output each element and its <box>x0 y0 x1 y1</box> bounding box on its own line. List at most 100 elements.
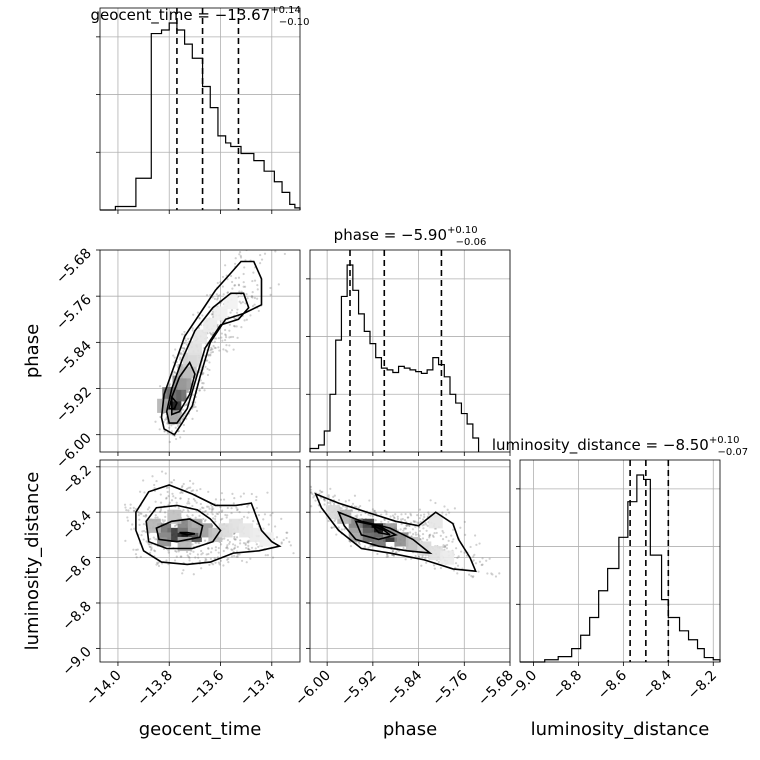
density-cell <box>187 341 202 356</box>
scatter-point <box>192 482 195 485</box>
scatter-point <box>148 545 151 548</box>
scatter-point <box>180 555 183 558</box>
scatter-point <box>204 560 207 563</box>
scatter-point <box>323 499 326 502</box>
scatter-point <box>383 518 386 521</box>
scatter-point <box>444 544 447 547</box>
scatter-point <box>419 538 422 541</box>
x-tick-label-phase: −5.84 <box>384 667 426 709</box>
scatter-point <box>405 524 408 527</box>
scatter-point <box>144 515 147 518</box>
scatter-point <box>209 557 212 561</box>
scatter-point <box>189 486 192 489</box>
scatter-point <box>256 284 259 287</box>
scatter-point <box>233 497 236 500</box>
scatter-point <box>409 557 413 560</box>
scatter-point <box>217 561 221 564</box>
scatter-point <box>233 554 236 558</box>
scatter-point <box>280 541 283 544</box>
scatter-point <box>163 511 167 514</box>
scatter-point <box>233 284 237 287</box>
scatter-point <box>200 549 203 553</box>
scatter-point <box>217 546 220 550</box>
y-tick-label-luminosity_distance: −8.8 <box>59 599 94 634</box>
scatter-point <box>159 493 162 496</box>
scatter-point <box>127 509 130 512</box>
scatter-point <box>142 514 145 518</box>
scatter-point <box>356 514 359 517</box>
scatter-point <box>396 515 399 518</box>
scatter-point <box>211 563 215 566</box>
scatter-point <box>171 492 174 495</box>
scatter-point <box>228 344 231 347</box>
density-cell <box>193 329 207 344</box>
scatter-point <box>233 325 237 328</box>
scatter-point <box>207 505 210 508</box>
scatter-point <box>236 553 239 556</box>
scatter-point <box>248 548 251 551</box>
scatter-point <box>232 543 235 546</box>
scatter-point <box>183 341 186 344</box>
scatter-point <box>227 557 230 560</box>
scatter-point <box>481 557 484 560</box>
scatter-point <box>226 514 229 517</box>
scatter-point <box>437 560 440 564</box>
scatter-point <box>232 532 236 536</box>
contour-level-2 <box>171 360 196 416</box>
scatter-point <box>446 543 449 547</box>
scatter-point <box>165 559 168 562</box>
scatter-point <box>191 504 194 508</box>
scatter-point <box>385 513 388 516</box>
scatter-point <box>183 330 186 334</box>
x-tick-label-geocent_time: −13.8 <box>134 668 176 710</box>
scatter-point <box>154 500 157 503</box>
scatter-point <box>172 478 176 482</box>
scatter-point <box>348 499 351 502</box>
scatter-point <box>204 365 207 368</box>
title-main: luminosity_distance = −8.50 <box>492 436 709 455</box>
panel-frame <box>99 249 301 453</box>
scatter-point <box>170 424 173 427</box>
scatter-point <box>490 572 493 575</box>
scatter-point <box>174 437 178 441</box>
scatter-point <box>251 296 254 299</box>
scatter-point <box>271 511 274 515</box>
scatter-point <box>393 517 396 520</box>
scatter-point <box>409 531 412 534</box>
scatter-point <box>414 520 417 523</box>
scatter-point <box>215 512 218 515</box>
scatter-point <box>131 523 134 526</box>
scatter-point <box>200 386 204 390</box>
scatter-point <box>200 553 203 556</box>
panel-frame <box>519 459 721 663</box>
scatter-point <box>327 501 330 504</box>
scatter-point <box>181 346 184 350</box>
scatter-point <box>456 572 459 575</box>
scatter-point <box>201 314 204 317</box>
scatter-point <box>242 492 245 495</box>
scatter-point <box>211 509 214 512</box>
scatter-point <box>416 514 419 517</box>
scatter-point <box>402 529 405 532</box>
scatter-point <box>182 482 185 486</box>
y-tick-label-luminosity_distance: −8.6 <box>59 553 94 588</box>
scatter-point <box>182 569 185 572</box>
histogram-step-luminosity_distance <box>520 474 721 663</box>
scatter-point <box>253 279 257 282</box>
scatter-point <box>221 339 224 342</box>
scatter-point <box>180 510 184 513</box>
scatter-point <box>409 514 413 517</box>
title-phase: phase = −5.90+0.10 −0.06 <box>334 225 487 248</box>
scatter-point <box>257 309 260 313</box>
scatter-point <box>243 266 246 269</box>
scatter-point <box>452 528 455 531</box>
scatter-point <box>491 573 494 576</box>
scatter-point <box>211 513 214 516</box>
scatter-point <box>226 291 229 294</box>
scatter-point <box>173 356 176 359</box>
scatter-point <box>310 491 313 494</box>
scatter-point <box>303 481 305 483</box>
title-minus: −0.06 <box>456 237 487 248</box>
scatter-point <box>243 319 246 322</box>
scatter-point <box>138 523 141 527</box>
